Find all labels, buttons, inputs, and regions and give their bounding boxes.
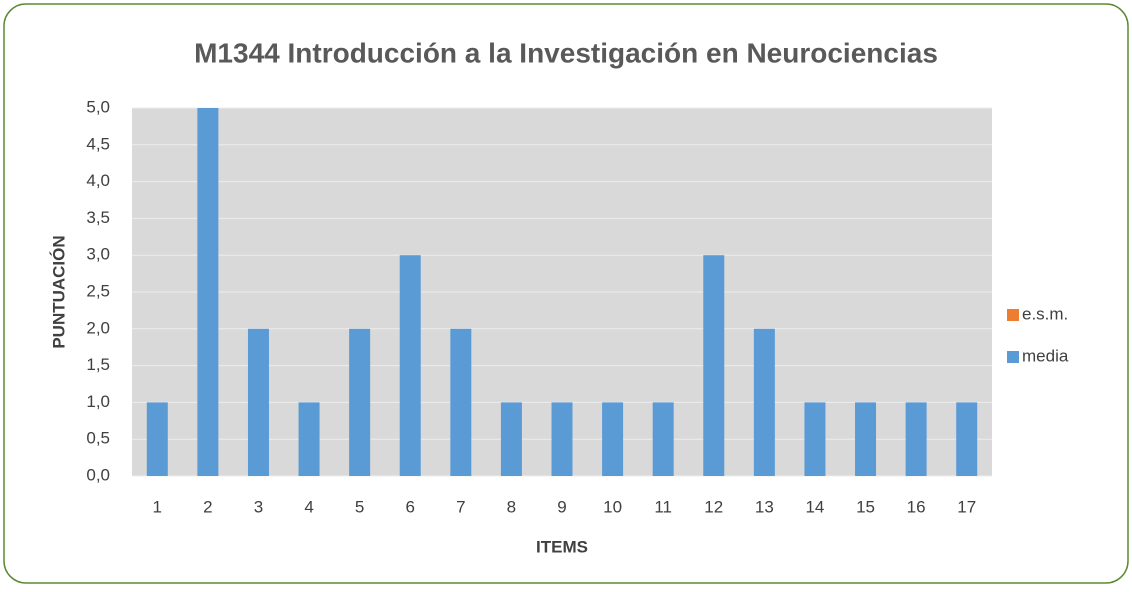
x-tick-label: 11 — [654, 497, 672, 516]
bar — [551, 402, 573, 476]
x-tick-label: 12 — [704, 497, 723, 516]
x-tick-label: 14 — [805, 497, 824, 516]
bar — [703, 255, 725, 476]
legend-swatch — [1007, 351, 1019, 363]
x-tick-label: 1 — [153, 497, 162, 516]
legend-label: media — [1022, 346, 1069, 365]
x-tick-label: 7 — [456, 497, 465, 516]
bar — [652, 402, 674, 476]
x-tick-label: 2 — [203, 497, 212, 516]
x-tick-label: 9 — [557, 497, 566, 516]
legend-label: e.s.m. — [1022, 304, 1068, 323]
y-axis-label: PUNTUACIÓN — [49, 235, 68, 348]
bar — [753, 328, 775, 476]
bar — [956, 402, 978, 476]
bar — [855, 402, 877, 476]
x-tick-label: 6 — [406, 497, 415, 516]
x-tick-label: 8 — [507, 497, 516, 516]
y-tick-label: 0,0 — [86, 465, 110, 484]
chart-title: M1344 Introducción a la Investigación en… — [194, 37, 938, 68]
y-tick-label: 1,0 — [86, 392, 110, 411]
bar — [146, 402, 168, 476]
x-tick-label: 5 — [355, 497, 364, 516]
y-tick-label: 2,0 — [86, 318, 110, 337]
x-tick-label: 10 — [603, 497, 622, 516]
y-tick-label: 3,5 — [86, 208, 110, 227]
bar — [602, 402, 624, 476]
legend-swatch — [1007, 309, 1019, 321]
bar — [500, 402, 522, 476]
x-tick-label: 3 — [254, 497, 263, 516]
bar — [349, 328, 371, 476]
bar — [804, 402, 826, 476]
x-axis-label: ITEMS — [536, 537, 588, 556]
y-tick-label: 2,5 — [86, 281, 110, 300]
y-tick-label: 4,0 — [86, 171, 110, 190]
y-tick-label: 5,0 — [86, 97, 110, 116]
bar — [247, 328, 269, 476]
bar — [298, 402, 320, 476]
y-tick-label: 0,5 — [86, 429, 110, 448]
bar — [450, 328, 472, 476]
y-tick-label: 1,5 — [86, 355, 110, 374]
y-tick-label: 4,5 — [86, 134, 110, 153]
bar — [399, 255, 421, 476]
x-tick-label: 16 — [907, 497, 926, 516]
bar — [905, 402, 927, 476]
y-tick-label: 3,0 — [86, 245, 110, 264]
x-tick-label: 13 — [755, 497, 774, 516]
x-tick-label: 4 — [304, 497, 313, 516]
bar — [197, 108, 219, 476]
x-tick-label: 17 — [957, 497, 976, 516]
x-tick-label: 15 — [856, 497, 875, 516]
